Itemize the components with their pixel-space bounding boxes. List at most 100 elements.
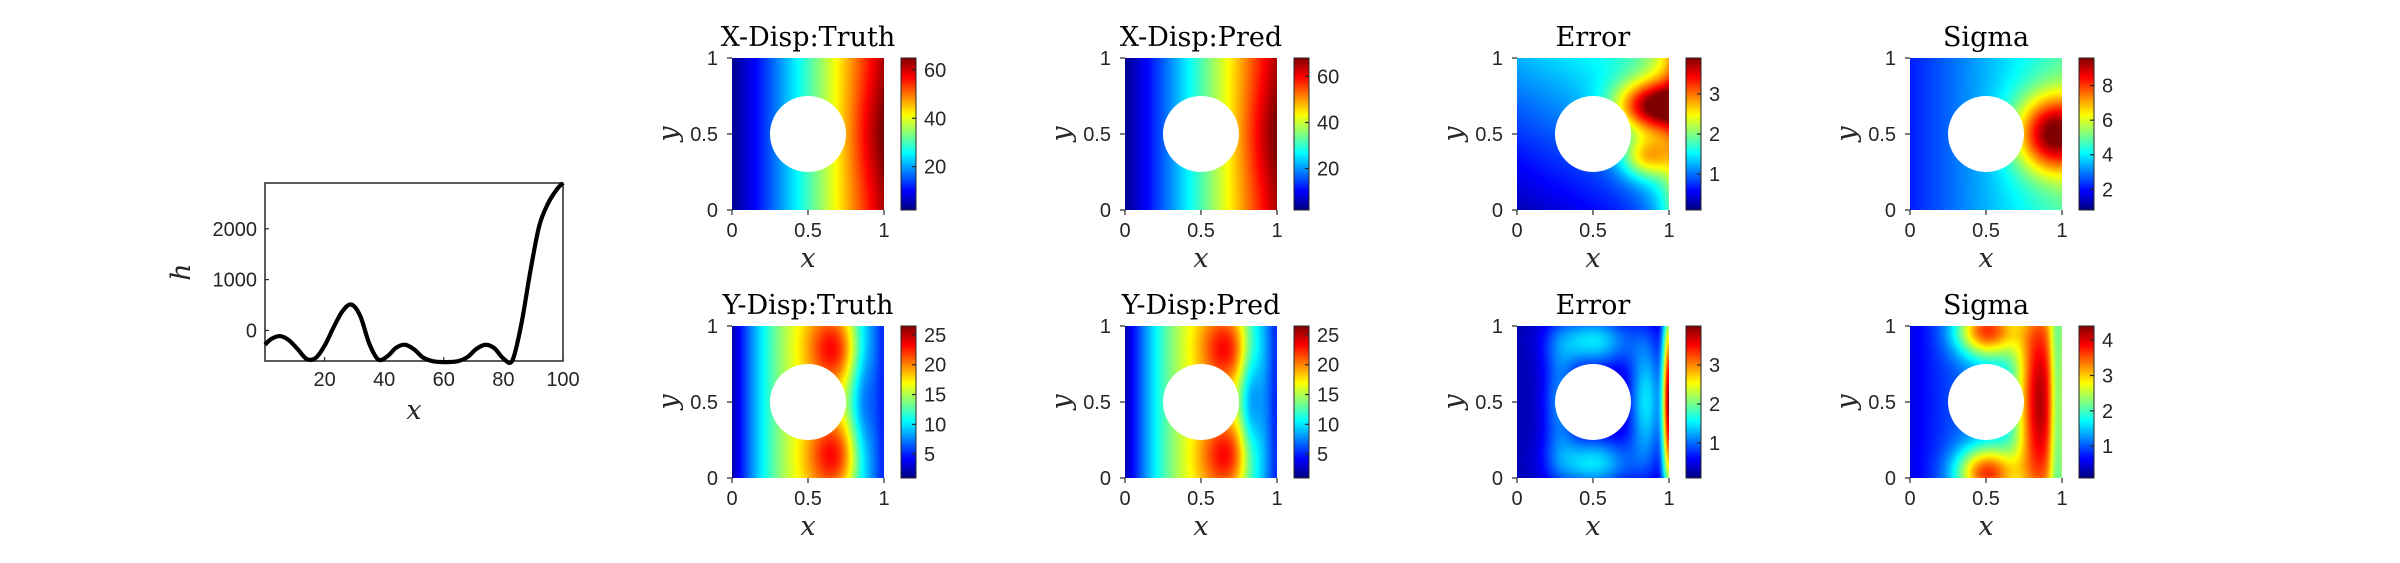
colorbar [901, 58, 916, 210]
hole [1163, 96, 1239, 172]
x-tick-label: 0 [1119, 488, 1130, 510]
colorbar-tick-label: 15 [924, 385, 946, 407]
y-tick-label: 0.5 [1475, 124, 1503, 146]
plot-frame [264, 182, 564, 362]
colorbar-tick-label: 15 [1317, 385, 1339, 407]
hole [770, 96, 846, 172]
x-tick-label: 40 [373, 369, 395, 391]
x-axis-label: x [1978, 511, 1993, 542]
y-tick-label: 0.5 [1083, 392, 1111, 414]
series-line [263, 181, 565, 365]
x-tick-label: 0 [1511, 488, 1522, 510]
y-axis-label: y [1438, 126, 1469, 143]
hole [1948, 96, 2024, 172]
x-axis-label: x [406, 395, 421, 426]
y-axis-label: y [1831, 126, 1862, 143]
x-axis-label: x [1193, 511, 1208, 542]
y-axis-label: h [166, 263, 197, 280]
x-tick-label: 0 [726, 488, 737, 510]
x-tick-label: 0 [1511, 220, 1522, 242]
x-axis-label: x [1585, 511, 1600, 542]
x-tick-label: 80 [492, 369, 514, 391]
heatmap-panel: X-Disp:Truth 0 0.5 1 0 0.5 1 x y 20 40 60 [653, 22, 946, 274]
colorbar [901, 326, 916, 478]
y-tick-label: 2000 [213, 219, 258, 241]
y-axis-label: y [1046, 126, 1077, 143]
colorbar-tick-label: 3 [1709, 84, 1720, 106]
x-tick-label: 1 [1663, 488, 1674, 510]
y-axis-label: y [1831, 394, 1862, 411]
y-tick-label: 0 [1492, 468, 1503, 490]
panel-title: X-Disp:Pred [1120, 22, 1282, 53]
y-tick-label: 1 [1100, 48, 1111, 70]
colorbar-tick-label: 8 [2102, 76, 2113, 98]
y-tick-label: 0 [1100, 200, 1111, 222]
panel-title: Y-Disp:Pred [1121, 290, 1281, 321]
x-tick-label: 1 [2056, 220, 2067, 242]
colorbar-tick-label: 4 [2102, 330, 2113, 352]
colorbar-tick-label: 25 [924, 325, 946, 347]
y-tick-label: 0.5 [1083, 124, 1111, 146]
x-axis-label: x [800, 511, 815, 542]
colorbar-tick-label: 6 [2102, 110, 2113, 132]
x-tick-label: 1 [1663, 220, 1674, 242]
x-tick-label: 0.5 [1972, 488, 2000, 510]
colorbar-tick-label: 10 [1317, 414, 1339, 436]
colorbar-tick-label: 5 [1317, 444, 1328, 466]
panel-title: Sigma [1943, 290, 2029, 321]
x-tick-label: 1 [1271, 488, 1282, 510]
colorbar-frame [900, 325, 917, 479]
x-tick-label: 20 [313, 369, 335, 391]
y-tick-label: 1 [1885, 316, 1896, 338]
colorbar-tick-label: 1 [1709, 164, 1720, 186]
colorbar [1294, 58, 1309, 210]
y-tick-label: 0 [1885, 468, 1896, 490]
heatmap-panel: X-Disp:Pred 0 0.5 1 0 0.5 1 x y 20 40 60 [1046, 22, 1339, 274]
heatmap-panel: Sigma 0 0.5 1 0 0.5 1 x y 2 4 6 8 [1831, 22, 2113, 274]
y-tick-label: 1 [1885, 48, 1896, 70]
colorbar-frame [1293, 57, 1310, 211]
x-tick-label: 0.5 [1972, 220, 2000, 242]
colorbar-tick-label: 20 [1317, 355, 1339, 377]
y-tick-label: 1 [707, 316, 718, 338]
y-axis-label: y [1046, 394, 1077, 411]
panel-title: Error [1556, 290, 1631, 321]
y-tick-label: 1 [1100, 316, 1111, 338]
colorbar-tick-label: 40 [1317, 112, 1339, 134]
colorbar [1686, 58, 1701, 210]
x-tick-label: 0 [1119, 220, 1130, 242]
colorbar-tick-label: 60 [1317, 66, 1339, 88]
y-tick-label: 0 [1100, 468, 1111, 490]
colorbar [2079, 58, 2094, 210]
x-tick-label: 1 [1271, 220, 1282, 242]
colorbar-tick-label: 20 [924, 355, 946, 377]
colorbar-tick-label: 25 [1317, 325, 1339, 347]
colorbar-tick-label: 2 [1709, 394, 1720, 416]
x-tick-label: 100 [546, 369, 579, 391]
colorbar-tick-label: 20 [1317, 159, 1339, 181]
panel-title: Y-Disp:Truth [721, 290, 893, 321]
x-tick-label: 0 [1904, 220, 1915, 242]
x-tick-label: 0.5 [794, 488, 822, 510]
colorbar-tick-label: 3 [2102, 365, 2113, 387]
hole [1555, 96, 1631, 172]
y-tick-label: 0 [707, 468, 718, 490]
colorbar-tick-label: 2 [2102, 401, 2113, 423]
colorbar-tick-label: 10 [924, 414, 946, 436]
colorbar-tick-label: 3 [1709, 355, 1720, 377]
y-tick-label: 0 [707, 200, 718, 222]
colorbar-tick-label: 40 [924, 108, 946, 130]
colorbar-tick-label: 1 [2102, 436, 2113, 458]
x-tick-label: 0 [726, 220, 737, 242]
y-tick-label: 0 [246, 320, 257, 342]
y-tick-label: 1000 [213, 270, 258, 292]
y-tick-label: 0 [1492, 200, 1503, 222]
colorbar [1686, 326, 1701, 478]
colorbar-frame [1293, 325, 1310, 479]
panel-title: Error [1556, 22, 1631, 53]
colorbar-tick-label: 5 [924, 444, 935, 466]
x-tick-label: 60 [433, 369, 455, 391]
x-tick-label: 0.5 [1187, 220, 1215, 242]
